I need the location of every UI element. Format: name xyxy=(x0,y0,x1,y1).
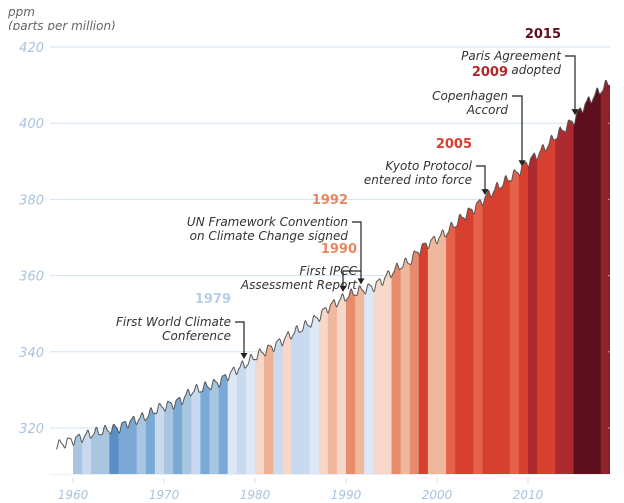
x-tick-label: 2000 xyxy=(422,488,453,502)
annotation-text: adopted xyxy=(511,63,561,77)
stripe-2014-clipped xyxy=(564,80,575,474)
stripe-2010-clipped xyxy=(528,80,538,474)
annotation-leader xyxy=(235,321,245,354)
annotation-year: 1992 xyxy=(312,193,348,208)
annotation-text: Kyoto Protocol xyxy=(385,159,472,173)
y-axis-unit: ppm xyxy=(7,5,35,19)
stripe-1999-clipped xyxy=(427,80,438,474)
annotation-text: UN Framework Convention xyxy=(187,215,348,229)
stripe-2000-clipped xyxy=(437,80,447,474)
stripe-2004-clipped xyxy=(473,80,484,474)
x-axis: 1960 1970 1980 1990 2000 2010 xyxy=(58,478,544,502)
arrow-down-icon xyxy=(571,109,579,116)
annotation-year: 2009 xyxy=(472,65,508,80)
stripe-2013-clipped xyxy=(555,80,565,474)
y-tick-label: 420 xyxy=(19,41,44,56)
annotation-text: Paris Agreement xyxy=(461,49,562,63)
annotation-leader xyxy=(352,221,362,280)
y-tick-label: 380 xyxy=(19,193,44,208)
annotation-text: Conference xyxy=(162,329,231,343)
left-mask xyxy=(0,30,73,474)
annotation-text: Accord xyxy=(466,103,509,117)
stripe-2003-clipped xyxy=(464,80,474,474)
y-tick-label: 400 xyxy=(19,117,44,132)
x-tick-label: 2010 xyxy=(513,488,544,502)
stripe-2012-clipped xyxy=(546,80,556,474)
curve-mask xyxy=(0,30,624,474)
stripe-2005-clipped xyxy=(482,80,493,474)
x-tick-label: 1960 xyxy=(58,488,89,502)
stripe-1998-clipped xyxy=(418,80,429,474)
right-mask xyxy=(610,30,624,474)
y-tick-label: 320 xyxy=(19,422,44,437)
stripe-1994-clipped xyxy=(382,80,393,474)
annotation-year: 1990 xyxy=(321,242,357,257)
y-axis-unit-description: (parts per million) xyxy=(8,19,116,33)
x-tick-label: 1980 xyxy=(240,488,271,502)
annotation-leader xyxy=(342,270,361,287)
stripe-2009-clipped xyxy=(518,80,529,474)
stripe-1995-clipped xyxy=(391,80,402,474)
arrow-down-icon xyxy=(518,160,526,167)
stripe-2015-clipped xyxy=(573,80,584,474)
annotation-text: Copenhagen xyxy=(432,89,508,103)
annotation-year: 2015 xyxy=(525,27,561,42)
y-axis-labels: 420 400 380 360 340 320 xyxy=(19,41,44,437)
stripe-2006-clipped xyxy=(491,80,502,474)
annotation-year: 2005 xyxy=(436,137,472,152)
annotation-leader xyxy=(565,55,576,111)
annotation-text: on Climate Change signed xyxy=(190,229,349,243)
annotation-leader xyxy=(512,95,523,162)
stripe-2001-clipped xyxy=(446,80,456,474)
arrow-down-icon xyxy=(357,278,365,285)
annotation-year: 1979 xyxy=(195,292,231,307)
arrow-down-icon xyxy=(339,285,347,292)
y-tick-label: 340 xyxy=(19,346,44,361)
stripe-2017-clipped xyxy=(591,80,602,474)
stripe-2008-clipped xyxy=(509,80,520,474)
y-tick-label: 360 xyxy=(19,270,44,285)
x-tick-label: 1970 xyxy=(149,488,180,502)
x-tick-label: 1990 xyxy=(331,488,362,502)
arrow-down-icon xyxy=(481,189,489,196)
co2-curve xyxy=(56,80,609,450)
arrow-down-icon xyxy=(240,352,248,359)
area-above-curve xyxy=(56,30,616,450)
annotation-text: entered into force xyxy=(364,173,472,187)
stripe-2011-clipped xyxy=(537,80,547,474)
stripe-2018-clipped xyxy=(600,80,609,474)
stripe-2016-clipped xyxy=(582,80,593,474)
stripe-1997-clipped xyxy=(409,80,420,474)
annotation-text: Assessment Report xyxy=(240,278,358,292)
stripe-2002-clipped xyxy=(455,80,465,474)
stripe-2007-clipped xyxy=(500,80,511,474)
stripe-1996-clipped xyxy=(400,80,411,474)
annotation-leader xyxy=(476,165,486,191)
annotation-text: First World Climate xyxy=(116,315,231,329)
